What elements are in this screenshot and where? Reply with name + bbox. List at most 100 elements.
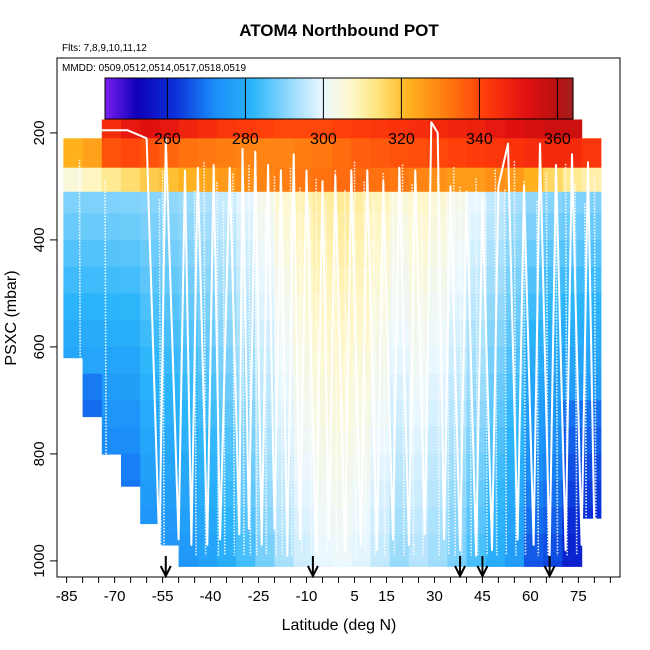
colorbar-swatch [253,78,258,119]
colorbar-swatch [335,78,340,119]
colorbar-swatch [354,78,360,119]
x-tick-label: 15 [378,588,395,605]
heatmap-cell [581,453,602,482]
x-tick-label: 75 [570,588,587,605]
colorbar-swatch [163,78,168,119]
heatmap-cell [332,507,352,535]
colorbar-swatch [440,78,445,119]
x-tick-label: 45 [474,588,491,605]
heatmap-cell [428,266,448,295]
colorbar-swatch [179,78,184,119]
takeoff-arrow [307,556,319,579]
colorbar-swatch [498,78,504,119]
profile-line [353,161,357,556]
colorbar-swatch [229,78,235,119]
y-axis: 200 400 600 800 1000 [31,120,57,578]
colorbar-swatch [261,78,266,119]
colorbar-swatch [346,78,352,119]
colorbar-swatch [198,78,204,119]
heatmap-cell [389,119,410,139]
heatmap-cell [389,346,410,375]
heatmap-cell [197,293,218,321]
colorbar-swatch [124,78,129,119]
heatmap-cell [485,534,506,562]
colorbar-swatch [105,78,110,119]
heatmap-cell [447,293,468,321]
heatmap-cell [389,373,410,402]
colorbar-swatch [432,78,438,119]
heatmap-cell [312,320,333,348]
heatmap-cell [255,480,276,509]
heatmap-cell [332,138,352,169]
profile-line [411,184,415,556]
heatmap-cell [524,400,544,428]
heatmap-cell [178,534,199,562]
y-tick-label: 600 [31,334,48,359]
heatmap-cell [121,191,141,214]
heatmap-cell [562,138,583,169]
profile-line [334,170,338,556]
colorbar-swatch [405,78,410,119]
x-tick-label: -85 [56,588,78,605]
colorbar-swatch [370,78,375,119]
colorbar-swatch [553,78,558,119]
heatmap-cell [312,400,333,428]
heatmap-cell [274,138,295,169]
heatmap-cell [543,534,563,562]
heatmap-cell [408,534,429,562]
colorbar-swatch [378,78,383,119]
heatmap-cell [101,239,122,268]
heatmap-cell [581,138,602,169]
y-tick-label: 800 [31,441,48,466]
heatmap-cell [197,534,218,562]
colorbar-swatch [444,78,449,119]
heatmap-cell [63,266,84,295]
colorbar-swatch [194,78,200,119]
heatmap-cell [121,480,141,487]
heatmap-cell [101,373,122,402]
heatmap-cell [562,346,583,375]
heatmap-cell [370,191,391,214]
x-axis: -85 -70 -55 -40 -25 -10 5 15 30 45 60 75 [56,577,611,605]
heatmap-cell [121,293,141,321]
heatmap-cell [504,560,525,567]
heatmap-cell [159,293,180,321]
heatmap-cell [485,119,506,139]
heatmap-cell [159,346,180,375]
colorbar-swatch [448,78,453,119]
heatmap-cell [82,191,103,214]
heatmap-cell [370,560,391,567]
y-tick-label: 200 [31,120,48,145]
colorbar-swatch [389,78,395,119]
heatmap-cell [351,400,372,428]
heatmap-cell [293,480,314,509]
heatmap-cell [63,346,84,359]
heatmap-cell [543,560,563,567]
heatmap-cell [351,293,372,321]
heatmap-cell [101,320,122,348]
profile-line [392,192,396,556]
colorbar-swatch [218,78,223,119]
heatmap-cell [581,213,602,241]
colorbar-swatch [506,78,512,119]
profile-line [104,179,108,556]
colorbar-swatch [518,78,523,119]
heatmap-cell [293,453,314,482]
colorbar-swatch [541,78,547,119]
heatmap-cell [408,346,429,375]
profile-line [222,201,226,556]
profile-line [344,190,348,556]
heatmap-cell [504,320,525,348]
heatmap-cell [408,373,429,402]
heatmap-cell [216,320,237,348]
heatmap-cell [466,138,487,169]
heatmap-cell [562,213,583,241]
heatmap-cell [236,138,256,169]
y-tick-label: 1000 [31,544,48,577]
heatmap-cell [63,213,84,241]
heatmap-cell [140,400,160,428]
colorbar-swatch [456,78,461,119]
colorbar-swatch [397,78,402,119]
heatmap-cell [543,167,563,193]
